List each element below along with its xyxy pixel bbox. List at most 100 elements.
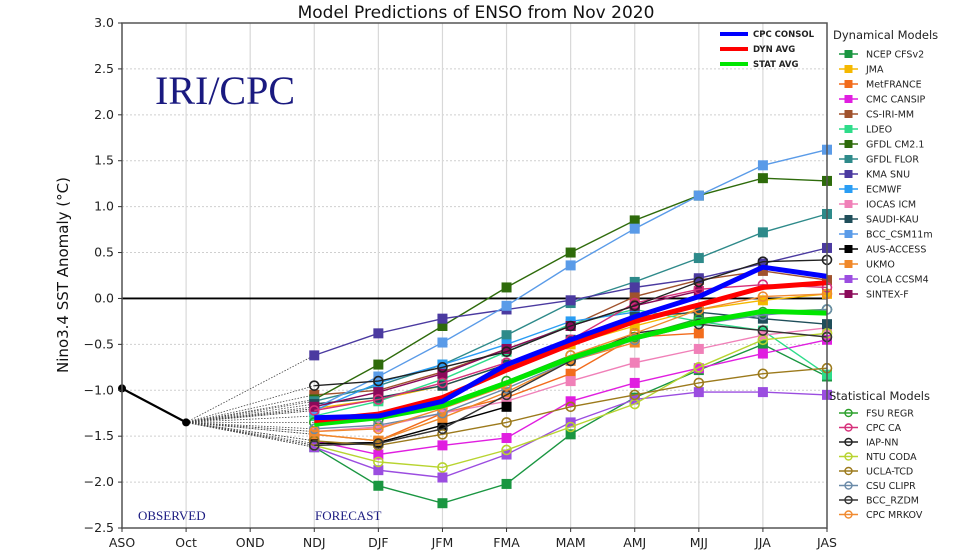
data-point bbox=[373, 359, 384, 370]
x-ticks: ASO Oct OND NDJ DJF JFM FMA MAM AMJ MJJ JJA JAS bbox=[109, 528, 837, 550]
data-point bbox=[565, 247, 576, 258]
data-point bbox=[629, 223, 640, 234]
connector-line bbox=[185, 385, 315, 423]
data-point bbox=[757, 291, 769, 302]
data-point bbox=[437, 462, 448, 473]
series-layer bbox=[118, 144, 833, 509]
legend-label: GFDL CM2.1 bbox=[866, 140, 924, 151]
data-point bbox=[757, 160, 768, 171]
legend-label: CS-IRI-MM bbox=[866, 110, 914, 121]
data-point bbox=[308, 440, 320, 451]
data-point bbox=[757, 313, 768, 324]
legend-heading-dynamical: Dynamical Models bbox=[833, 28, 938, 42]
legend-marker bbox=[844, 200, 853, 208]
data-point bbox=[373, 375, 384, 387]
y-tick-label: 0.5 bbox=[94, 245, 114, 260]
data-point bbox=[437, 429, 448, 440]
data-point bbox=[373, 456, 384, 468]
legend-marker bbox=[844, 170, 853, 178]
data-point bbox=[693, 328, 704, 339]
legend-marker bbox=[844, 510, 853, 519]
legend-label: BCC_RZDM bbox=[866, 496, 919, 507]
legend-marker bbox=[844, 245, 853, 253]
data-point bbox=[629, 300, 641, 312]
data-point bbox=[693, 283, 705, 295]
data-point bbox=[373, 480, 384, 491]
data-point bbox=[757, 387, 768, 398]
legend-marker bbox=[844, 80, 853, 88]
legend-label: DYN AVG bbox=[753, 45, 795, 55]
series-line bbox=[314, 367, 828, 447]
connector-line bbox=[186, 394, 315, 423]
legend-marker bbox=[844, 50, 853, 58]
data-point bbox=[437, 498, 448, 509]
plot-frame bbox=[121, 22, 828, 529]
y-ticks: 3.0 2.5 2.0 1.5 1.0 0.5 0.0 −0.5 −1.0 −1.5 −2.0 −2.… bbox=[84, 15, 122, 535]
series-line bbox=[314, 332, 828, 469]
data-point bbox=[437, 377, 448, 389]
data-point bbox=[373, 328, 384, 339]
legend-label: SAUDI-KAU bbox=[866, 215, 919, 226]
series-line bbox=[314, 311, 635, 412]
data-point bbox=[565, 401, 576, 413]
data-point bbox=[565, 421, 576, 433]
legend-label: CPC CA bbox=[866, 423, 902, 434]
legend-marker bbox=[844, 466, 853, 476]
data-point bbox=[693, 273, 704, 284]
x-tick-label: JFM bbox=[431, 535, 454, 550]
data-point bbox=[693, 343, 704, 354]
data-point bbox=[437, 313, 448, 324]
data-point bbox=[501, 433, 512, 444]
data-point bbox=[565, 376, 576, 387]
legend-label: CSU CLIPR bbox=[866, 481, 916, 492]
legend-marker bbox=[844, 481, 853, 490]
y-tick-label: −1.0 bbox=[84, 382, 114, 397]
data-point bbox=[501, 346, 512, 358]
legend-heading-statistical: Statistical Models bbox=[829, 389, 930, 403]
legend-marker bbox=[844, 185, 853, 193]
connector-line bbox=[186, 422, 315, 430]
data-point bbox=[373, 394, 384, 405]
y-tick-label: −2.0 bbox=[84, 474, 114, 489]
legend-label: SINTEX-F bbox=[866, 290, 909, 301]
legend-label: FSU REGR bbox=[866, 409, 914, 420]
x-tick-label: FMA bbox=[493, 535, 520, 550]
legend-label: LDEO bbox=[866, 125, 892, 136]
data-point bbox=[693, 253, 704, 264]
x-tick-label: JJA bbox=[754, 535, 771, 550]
y-tick-label: 3.0 bbox=[94, 15, 114, 30]
legend-marker bbox=[844, 452, 853, 461]
data-point bbox=[501, 330, 512, 341]
x-tick-label: AMJ bbox=[623, 535, 646, 550]
legend-label: NTU CODA bbox=[866, 452, 917, 463]
data-point bbox=[565, 396, 576, 407]
legend-label: UKMO bbox=[866, 260, 895, 271]
x-tick-label: DJF bbox=[368, 535, 389, 550]
y-tick-label: −0.5 bbox=[84, 336, 114, 351]
legend-marker bbox=[844, 125, 853, 133]
x-tick-label: MJJ bbox=[690, 535, 708, 550]
data-point bbox=[501, 417, 512, 428]
legend-marker bbox=[844, 110, 853, 118]
data-point bbox=[309, 401, 320, 412]
data-point bbox=[693, 190, 704, 201]
data-point bbox=[565, 295, 576, 306]
y-tick-label: 0.0 bbox=[94, 290, 114, 305]
data-point bbox=[437, 440, 448, 451]
data-point bbox=[757, 348, 768, 359]
connector-line bbox=[186, 403, 315, 423]
connector-line bbox=[186, 422, 315, 446]
legend-marker bbox=[844, 408, 853, 418]
forecast-label: FORECAST bbox=[315, 508, 382, 523]
data-point bbox=[501, 401, 512, 412]
data-point bbox=[757, 295, 768, 306]
legend-label: CPC CONSOL bbox=[753, 30, 815, 40]
legend-label: BCC_CSM11m bbox=[866, 230, 933, 241]
data-point bbox=[693, 276, 705, 288]
data-point bbox=[757, 227, 768, 238]
data-point bbox=[629, 377, 640, 388]
y-tick-label: 2.0 bbox=[94, 107, 114, 122]
data-point bbox=[437, 423, 448, 435]
legend-label: AUS-ACCESS bbox=[866, 245, 926, 256]
x-tick-label: OND bbox=[236, 535, 265, 550]
